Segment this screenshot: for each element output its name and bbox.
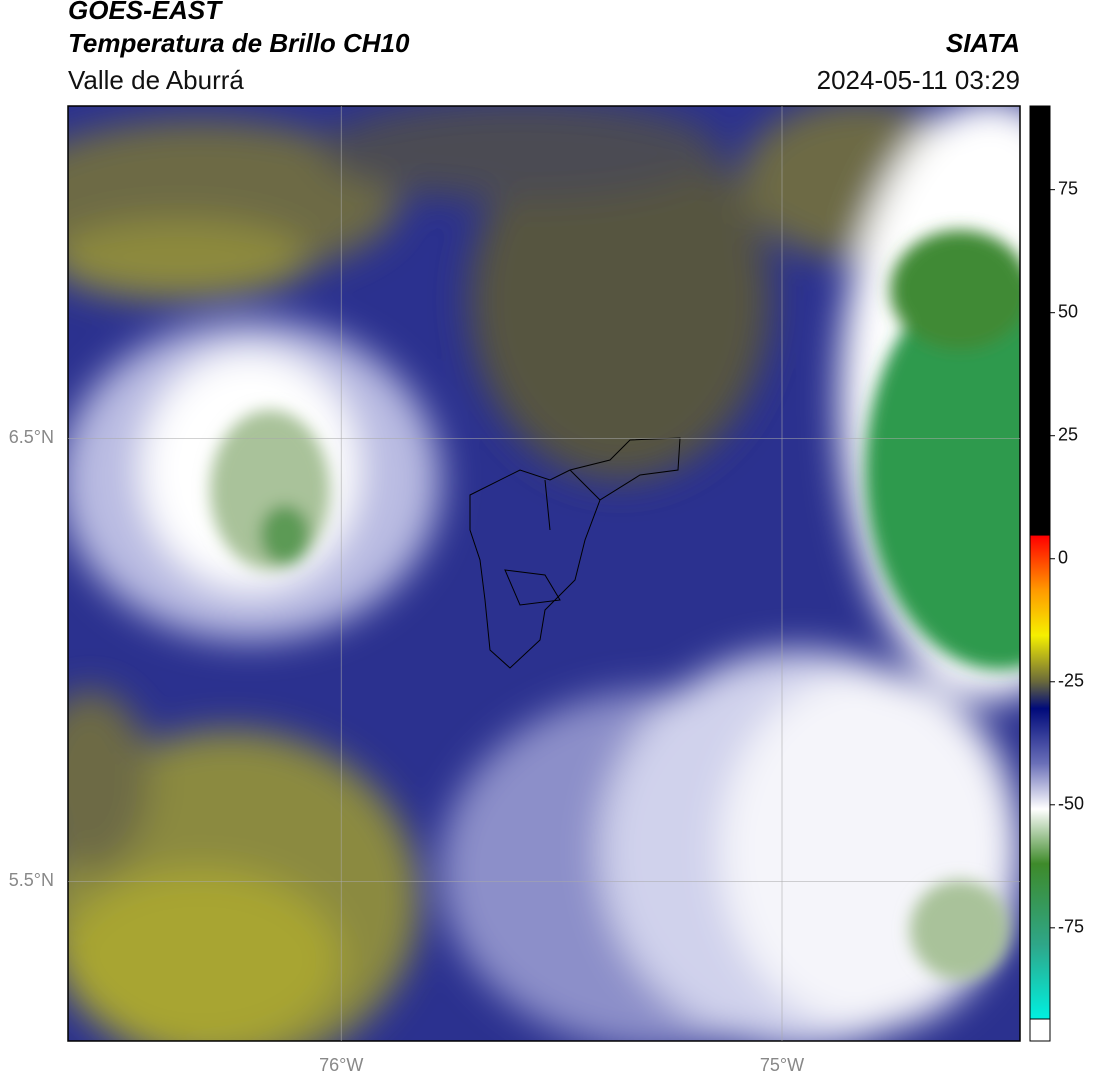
region: Valle de Aburrá bbox=[68, 65, 244, 95]
colorbar-tick-label: 0 bbox=[1058, 547, 1068, 567]
colorbar-frame bbox=[1029, 105, 1051, 1042]
colorbar-tick-label: 75 bbox=[1058, 178, 1078, 198]
source: SIATA bbox=[946, 28, 1020, 58]
colorbar-extension bbox=[1029, 1018, 1051, 1042]
satellite-image bbox=[68, 106, 1020, 1041]
x-tick-label: 76°W bbox=[319, 1055, 363, 1075]
timestamp: 2024-05-11 03:29 bbox=[817, 65, 1020, 95]
colorbar-tick-label: -50 bbox=[1058, 794, 1084, 814]
colorbar-tick-label: 25 bbox=[1058, 424, 1078, 444]
colorbar-tick-label: -25 bbox=[1058, 671, 1084, 691]
title: GOES-EAST bbox=[68, 0, 223, 25]
colorbar-tick-label: -75 bbox=[1058, 917, 1084, 937]
x-tick-label: 75°W bbox=[760, 1055, 804, 1075]
y-tick-label: 6.5°N bbox=[9, 427, 54, 447]
map-frame bbox=[67, 105, 1021, 1042]
subtitle: Temperatura de Brillo CH10 bbox=[68, 28, 410, 58]
municipal-boundaries bbox=[469, 437, 681, 669]
y-tick-label: 5.5°N bbox=[9, 870, 54, 890]
colorbar-tick-label: 50 bbox=[1058, 301, 1078, 321]
colorbar bbox=[1030, 106, 1050, 1019]
